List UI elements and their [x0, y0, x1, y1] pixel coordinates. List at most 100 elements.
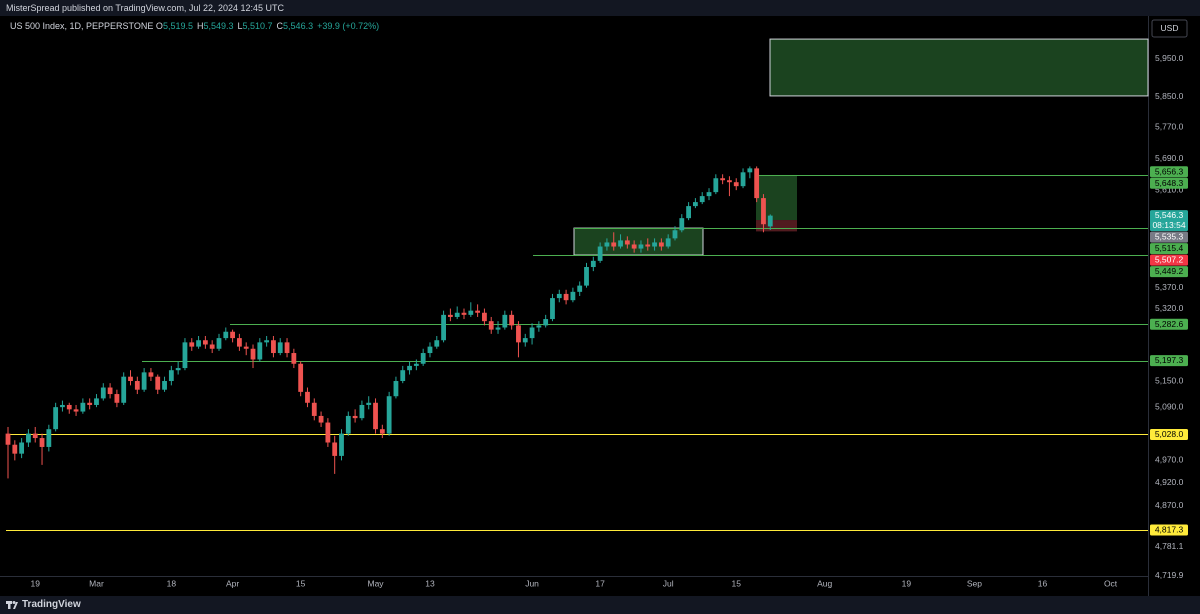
candle-body [454, 312, 460, 317]
price-label-box [1150, 318, 1188, 330]
price-label-box [1150, 524, 1188, 536]
candle-body [46, 429, 52, 447]
price-label-box [1150, 231, 1188, 243]
x-tick-label: 13 [425, 578, 435, 588]
candle-body [556, 293, 562, 299]
chart: USD 5,950.05,850.05,770.05,690.05,610.05… [0, 16, 1188, 596]
candle-body [727, 180, 732, 183]
change: +39.9 (+0.72%) [317, 21, 380, 31]
candle-body [720, 178, 726, 181]
price-label: 5,197.3 [1155, 355, 1184, 365]
candle-body [305, 391, 310, 403]
x-tick-label: Aug [817, 578, 832, 588]
candle-body [134, 381, 140, 390]
candle-body [624, 240, 630, 245]
ohlc-value: 5,510.7 [242, 21, 273, 31]
y-tick-label: 5,690.0 [1155, 153, 1184, 163]
candle-body [277, 342, 283, 354]
y-tick-label: 5,950.0 [1155, 53, 1184, 63]
candle-body [475, 310, 481, 313]
candle-body [284, 342, 290, 354]
candle-body [243, 346, 249, 349]
candle-body [706, 192, 712, 197]
candle-body [196, 340, 201, 347]
candle-body [522, 338, 528, 343]
candle-body [761, 198, 766, 225]
x-tick-label: Sep [967, 578, 982, 588]
y-tick-label: 4,870.0 [1155, 500, 1184, 510]
x-tick-label: Oct [1104, 578, 1118, 588]
candle-body [447, 314, 453, 317]
publisher: MisterSpread published on TradingView.co… [6, 3, 284, 13]
ohlc-value: 5,549.3 [203, 21, 234, 31]
price-label: 5,282.6 [1155, 319, 1184, 329]
countdown: 08:13:54 [1152, 220, 1185, 230]
candle-body [652, 242, 657, 247]
candle-body [604, 242, 610, 247]
y-tick-label: 5,610.0 [1155, 184, 1184, 194]
x-tick-label: 15 [296, 578, 306, 588]
candle-body [563, 293, 569, 301]
candle-body [339, 433, 344, 456]
candle-body [733, 182, 739, 187]
candle-body [713, 178, 719, 193]
candle-body [345, 415, 351, 434]
price-label: 5,449.2 [1155, 266, 1184, 276]
candle-body [679, 218, 685, 231]
candle-body [638, 244, 644, 249]
currency-box[interactable] [1151, 19, 1188, 38]
candle-body [577, 285, 583, 292]
candle-body [740, 172, 746, 187]
x-tick-label: 16 [1038, 578, 1048, 588]
candle-body [189, 342, 195, 347]
candle-body [393, 381, 399, 397]
price-label: 5,546.3 [1155, 210, 1184, 220]
candle-body [658, 242, 664, 247]
candle-body [128, 376, 133, 382]
candle-body [66, 404, 72, 410]
y-tick-label: 5,090.0 [1155, 401, 1184, 411]
candle-body [427, 346, 433, 354]
candle-body [114, 394, 120, 403]
candle-body [482, 312, 487, 322]
candle-body [271, 340, 276, 354]
candle-body [550, 298, 555, 320]
x-tick-label: 19 [30, 578, 40, 588]
candle-body [699, 196, 705, 203]
x-tick-label: Jul [663, 578, 674, 588]
candle-body [529, 327, 535, 339]
candle-body [672, 230, 678, 239]
candle-body [420, 353, 426, 364]
price-label-box [1150, 177, 1188, 189]
candle-body [250, 348, 256, 360]
candle-body [379, 429, 385, 434]
y-tick-label: 5,850.0 [1155, 91, 1184, 101]
candle-body [597, 246, 603, 261]
ohlc-key: O [155, 21, 163, 31]
candle-body [754, 168, 760, 199]
price-label: 5,028.0 [1155, 429, 1184, 439]
x-tick-label: Mar [89, 578, 104, 588]
candle-body [230, 331, 235, 339]
price-label-box [1150, 210, 1188, 232]
y-tick-label: 5,150.0 [1155, 375, 1184, 385]
candle-body [80, 402, 86, 412]
ohlc-value: 5,546.3 [283, 21, 314, 31]
candle-body [461, 312, 467, 315]
candle-body [611, 242, 617, 247]
ohlc-value: 5,519.5 [162, 21, 193, 31]
candle-body [155, 376, 161, 390]
y-tick-label: 4,781.1 [1155, 541, 1184, 551]
candle-body [87, 402, 93, 405]
legend: US 500 Index, 1D, PEPPERSTONE O5,519.5 H5… [10, 21, 383, 31]
y-tick-label: 5,770.0 [1155, 122, 1184, 132]
candle-body [39, 438, 45, 447]
y-tick-label: 5,370.0 [1155, 282, 1184, 292]
candle-body [366, 402, 372, 405]
candle-body [373, 402, 378, 430]
candle-body [53, 407, 59, 430]
x-tick-label: Jun [525, 578, 539, 588]
candle-body [19, 442, 25, 454]
zone [769, 38, 1149, 97]
